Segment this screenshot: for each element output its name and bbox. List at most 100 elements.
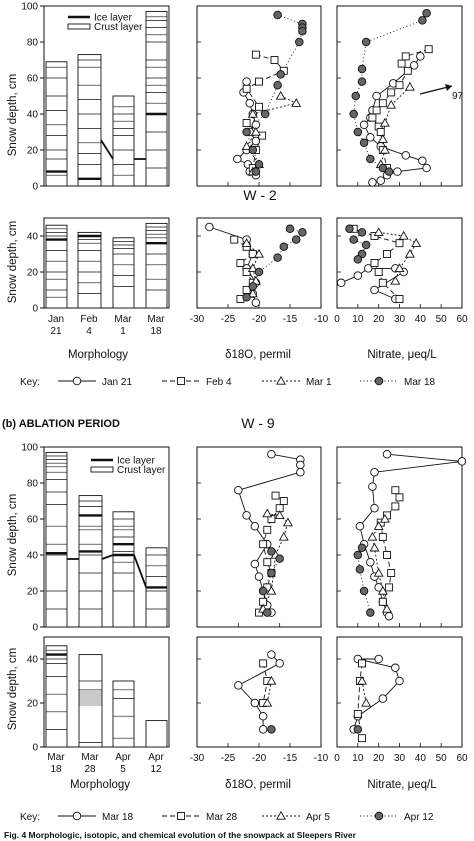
- data-point: [378, 163, 388, 173]
- annotation-arrowhead: [445, 84, 452, 91]
- date-month-label: Mar: [147, 314, 165, 325]
- snow-column: [145, 720, 168, 748]
- x-tick-label: 0: [334, 753, 340, 764]
- crust-shading: [79, 690, 102, 706]
- data-point: [298, 228, 307, 237]
- data-point: [368, 482, 377, 491]
- data-point: [336, 278, 346, 288]
- data-point: [395, 493, 404, 502]
- y-tick-label: 20: [27, 699, 39, 710]
- legend-ice-label: Ice layer: [117, 456, 155, 467]
- data-point: [384, 167, 394, 176]
- data-point: [254, 572, 264, 581]
- date-month-label: Mar: [47, 752, 65, 763]
- x-tick-label: -15: [283, 314, 298, 325]
- x-tick-label: 10: [352, 314, 364, 325]
- legend-crust-box-b: [90, 466, 114, 473]
- date-day-label: 28: [84, 764, 96, 775]
- data-point: [366, 133, 375, 142]
- snow-column: [112, 237, 135, 309]
- data-point: [366, 608, 375, 617]
- data-point: [386, 99, 397, 109]
- data-point: [259, 659, 268, 668]
- data-point: [422, 163, 431, 173]
- data-point: [378, 533, 387, 541]
- data-point: [404, 81, 415, 91]
- data-point: [382, 603, 392, 613]
- x-tick-label: 40: [415, 314, 427, 325]
- data-point: [373, 227, 384, 237]
- date-month-label: Apr: [115, 752, 131, 763]
- plot-frame: [336, 446, 463, 628]
- data-point: [353, 710, 362, 718]
- data-point: [358, 659, 366, 668]
- x-tick-label: 30: [394, 753, 406, 764]
- data-point: [282, 517, 293, 527]
- data-point: [409, 61, 419, 70]
- date-month-label: Mar: [81, 752, 99, 763]
- data-point: [393, 167, 402, 176]
- data-point: [369, 542, 380, 552]
- data-point: [378, 278, 387, 287]
- date-day-label: 4: [86, 326, 92, 337]
- morphology-panel-b-w9: [40, 446, 170, 628]
- data-point: [254, 267, 264, 277]
- data-point: [361, 240, 371, 250]
- profile-panel-0: [196, 5, 322, 187]
- data-point: [358, 734, 366, 743]
- xlabel-nitrate-b: Nitrate, μeq/L: [367, 779, 437, 791]
- data-point: [267, 725, 276, 734]
- key-marker-b: [177, 812, 185, 820]
- x-tick-label: -30: [190, 314, 205, 325]
- data-point: [367, 531, 378, 541]
- data-point: [276, 70, 285, 79]
- key-label-a: Key:: [20, 377, 40, 388]
- y-tick-label: 60: [27, 74, 39, 85]
- data-point: [359, 138, 369, 148]
- data-point: [255, 77, 263, 86]
- data-point: [250, 559, 260, 569]
- key-marker-b: [72, 811, 82, 821]
- data-point: [242, 292, 251, 302]
- data-point: [349, 235, 358, 244]
- data-point: [353, 127, 363, 137]
- data-point: [391, 486, 400, 495]
- figure-caption: Fig. 4 Morphologic, isotopic, and chemic…: [4, 830, 357, 840]
- data-point: [395, 676, 404, 686]
- data-point: [357, 543, 367, 553]
- data-point: [247, 108, 258, 118]
- y-tick-label: 20: [27, 146, 39, 157]
- data-point: [262, 697, 273, 707]
- data-point: [275, 659, 284, 668]
- data-point: [368, 178, 377, 187]
- key-entry-b: Mar 28: [206, 812, 238, 823]
- data-point: [374, 268, 383, 276]
- data-point: [378, 694, 388, 703]
- x-tick-label: 50: [436, 753, 448, 764]
- data-point: [230, 235, 239, 244]
- data-point: [241, 141, 252, 151]
- data-point: [457, 457, 467, 466]
- x-tick-label: 60: [456, 753, 468, 764]
- data-point: [357, 77, 367, 86]
- y-tick-label: 20: [27, 587, 39, 598]
- data-point: [359, 586, 369, 596]
- data-point: [395, 81, 404, 90]
- date-day-label: 21: [50, 326, 62, 337]
- data-point: [398, 230, 409, 240]
- data-point: [422, 8, 431, 18]
- data-point: [273, 10, 282, 20]
- xlabel-morphology-a: Morphology: [68, 349, 128, 361]
- data-point: [250, 698, 260, 708]
- y-tick-label: 80: [27, 38, 39, 49]
- data-point: [254, 160, 264, 169]
- data-point: [357, 64, 367, 74]
- x-tick-label: 20: [373, 314, 385, 325]
- morphology-panel-a-top: [40, 5, 170, 187]
- x-tick-label: -10: [314, 314, 329, 325]
- series-line-mar-28: [380, 489, 401, 602]
- y-tick-label: 100: [21, 2, 38, 13]
- y-tick-label: 100: [21, 443, 38, 454]
- data-point: [250, 521, 260, 531]
- data-point: [364, 264, 373, 273]
